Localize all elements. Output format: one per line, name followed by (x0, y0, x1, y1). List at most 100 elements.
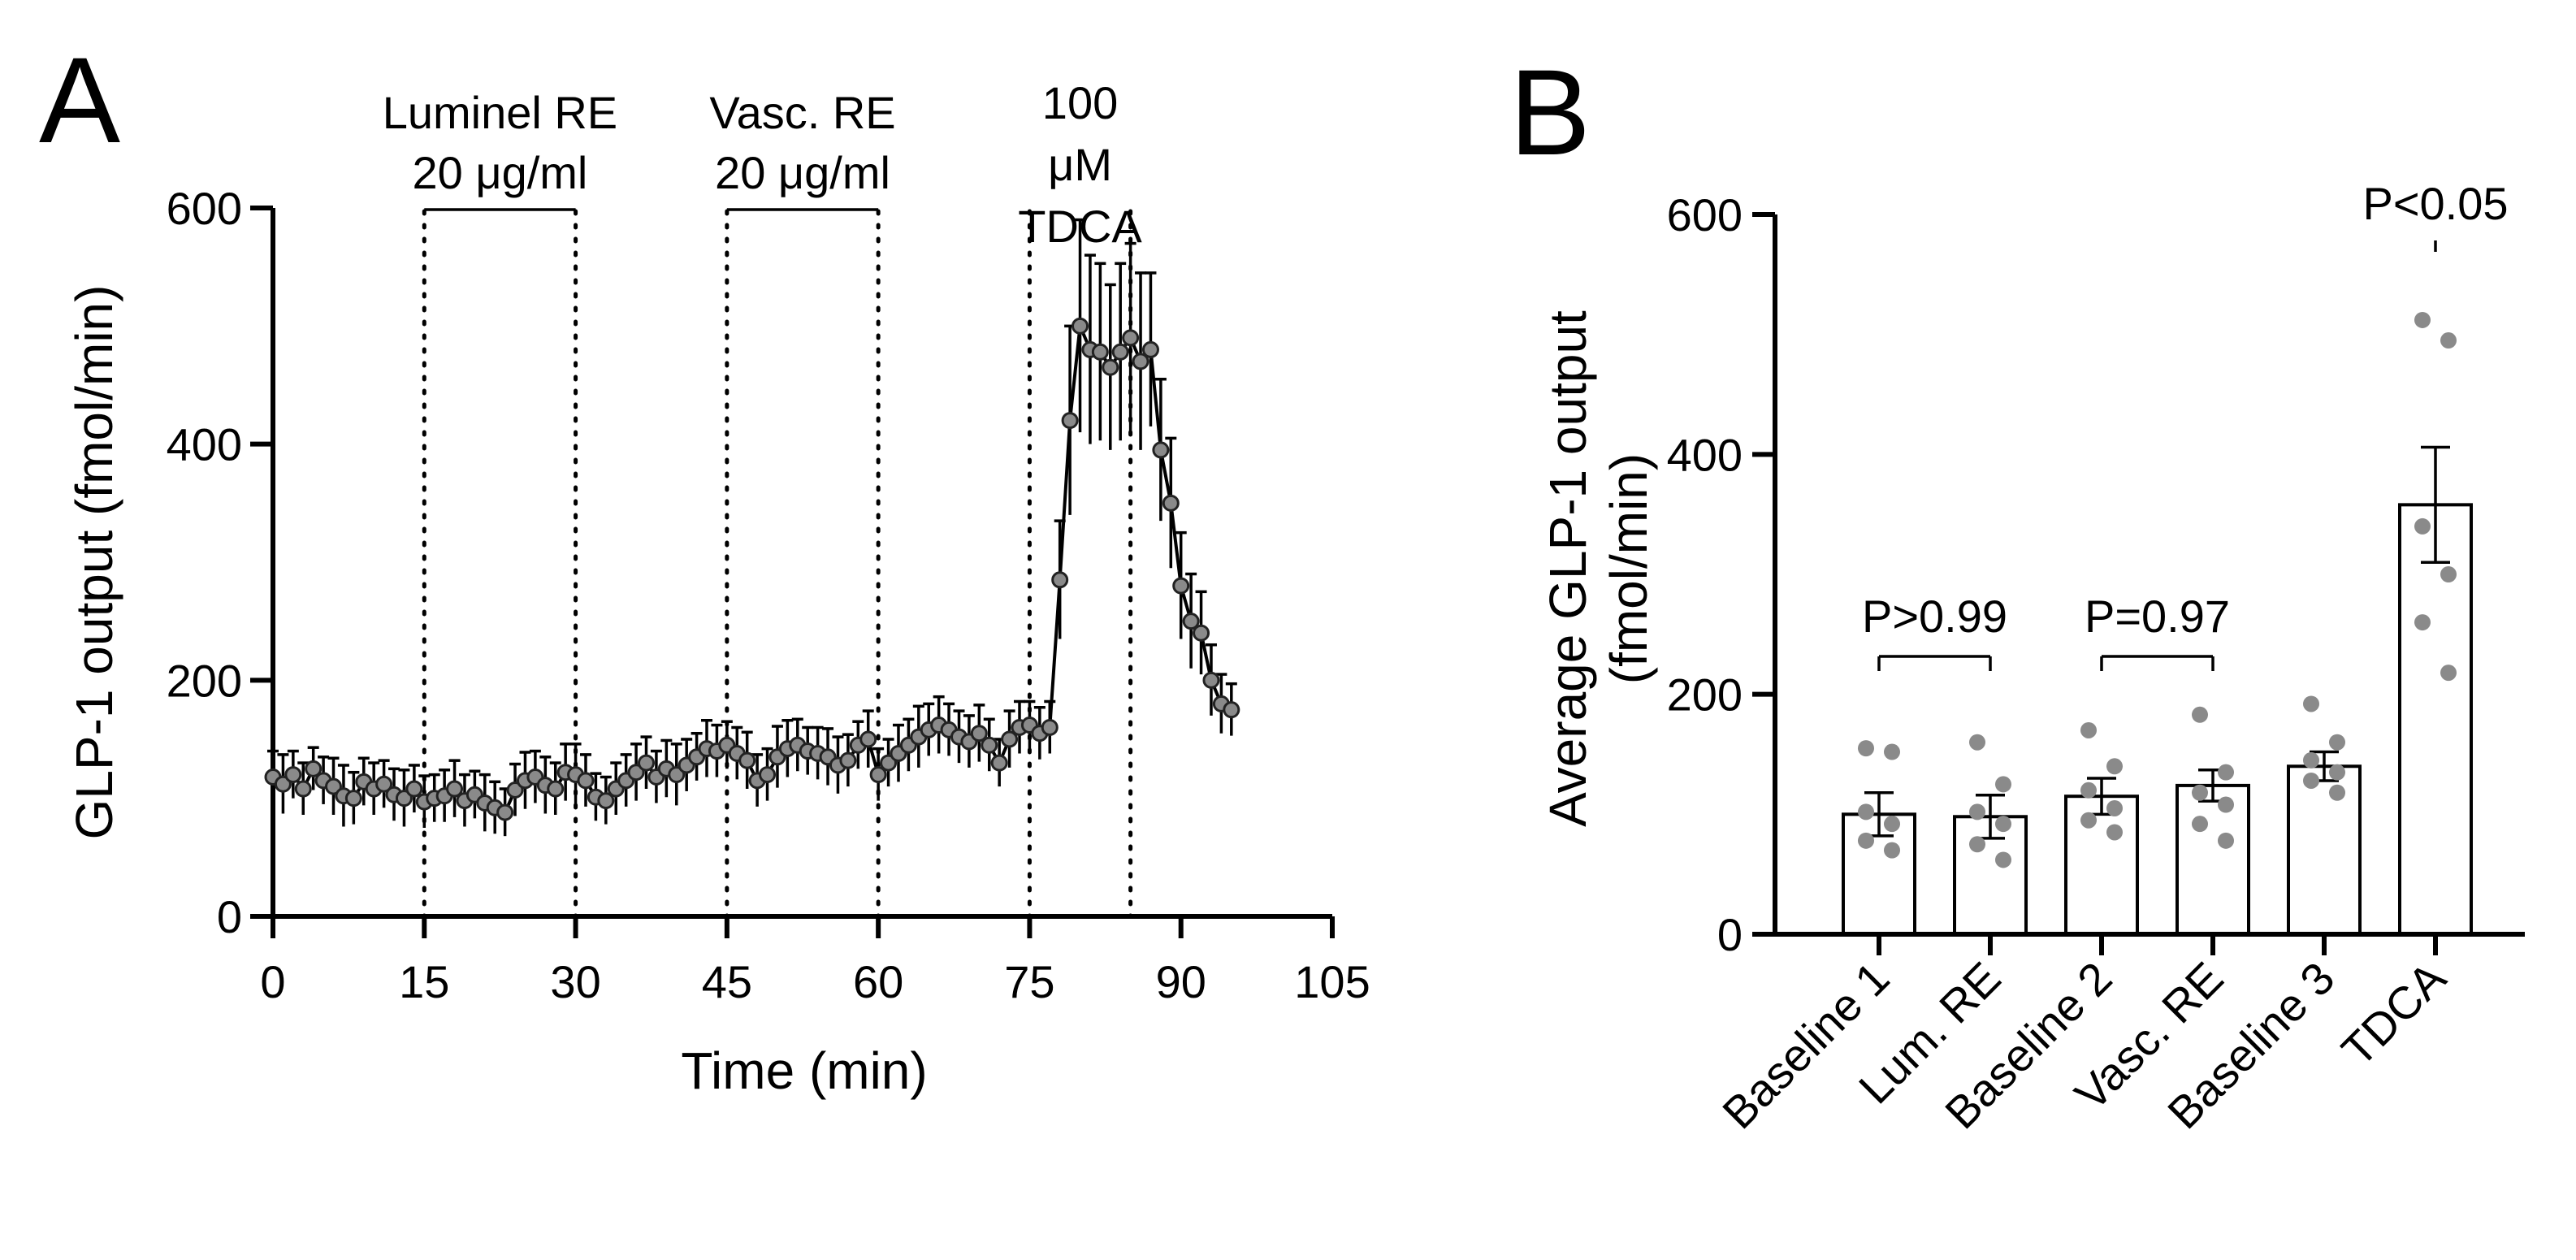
replicate-point (2329, 734, 2345, 751)
data-point (839, 751, 857, 769)
data-point (375, 775, 393, 793)
data-point (506, 781, 524, 799)
replicate-point (1884, 743, 1900, 760)
replicate-point (2414, 311, 2431, 328)
y-axis-label-b-line2: (fmol/min) (1600, 453, 1658, 684)
data-point (446, 780, 464, 798)
replicate-point (2080, 782, 2097, 799)
comparison-label: P=0.97 (2085, 591, 2230, 642)
data-point (869, 766, 887, 784)
data-point (294, 780, 312, 798)
bar (2287, 764, 2362, 936)
replicate-point (2414, 517, 2431, 535)
x-tick-label: 105 (1294, 956, 1370, 1007)
data-point (1102, 358, 1119, 376)
y-axis-label: GLP-1 output (fmol/min) (65, 285, 123, 840)
data-point (1111, 343, 1129, 361)
data-point (496, 803, 514, 821)
replicate-point (2106, 799, 2123, 816)
data-point (1051, 571, 1069, 589)
data-point (284, 766, 302, 784)
x-axis-label: Time (min) (681, 1041, 927, 1100)
bar (2176, 783, 2250, 936)
region-label-line2: 20 μg/ml (412, 147, 587, 198)
data-point (1202, 671, 1220, 689)
data-point (970, 725, 988, 743)
data-point (305, 760, 323, 777)
y-tick-label: 600 (167, 183, 242, 234)
replicate-point (1858, 740, 1874, 757)
panel-a-chart: Luminel RE 20 μg/ml Vasc. RE 20 μg/ml 100 μM T… (65, 77, 1370, 1100)
data-point (1132, 353, 1149, 370)
data-point (1091, 343, 1109, 361)
data-point (627, 764, 645, 782)
data-point (1122, 329, 1140, 347)
panel-b-label: B (1509, 44, 1591, 180)
data-point (759, 766, 777, 784)
region-label-line1: 100 (1042, 77, 1118, 128)
y-tick-label: 400 (167, 419, 242, 470)
y-tick-label-b: 200 (1667, 669, 1743, 721)
replicate-point (1969, 803, 1985, 821)
data-point (1072, 317, 1089, 335)
x-tick-label: 90 (1156, 956, 1206, 1007)
replicate-point (1858, 803, 1874, 821)
replicate-point (2303, 772, 2319, 789)
data-point (274, 775, 292, 793)
replicate-point (1995, 816, 2011, 833)
data-point (1182, 613, 1200, 630)
data-point (1172, 577, 1190, 595)
y-tick-label-b: 400 (1667, 429, 1743, 480)
y-ticks: 0 200 400 600 (167, 183, 273, 942)
data-point (577, 772, 595, 790)
data-point (638, 754, 656, 772)
x-tick-label: 15 (399, 956, 449, 1007)
x-tick-label: 60 (853, 956, 903, 1007)
y-tick-label: 0 (217, 891, 242, 942)
replicate-point (1995, 851, 2011, 868)
data-point (395, 790, 413, 808)
data-point (1141, 340, 1159, 358)
data-point (405, 780, 423, 798)
data-point (738, 751, 756, 769)
panel-b-axes (1773, 214, 2525, 937)
series-line (271, 319, 1232, 815)
replicate-point (2440, 665, 2457, 682)
comparison-label: P<0.05 (2362, 178, 2508, 229)
replicate-point (2303, 695, 2319, 712)
y-tick-label: 200 (167, 655, 242, 706)
y-tick-label-b: 600 (1667, 189, 1743, 240)
replicate-point (2218, 832, 2234, 849)
replicate-point (2218, 796, 2234, 813)
data-point (1223, 701, 1240, 719)
data-point (344, 790, 362, 808)
data-point (859, 730, 877, 748)
bars (1842, 311, 2473, 937)
region-label-line2: μM (1048, 139, 1112, 190)
replicate-point (2106, 824, 2123, 841)
x-tick-label: 30 (550, 956, 600, 1007)
x-tick-label: 75 (1004, 956, 1054, 1007)
data-point (597, 792, 615, 810)
replicate-point (1969, 734, 1985, 751)
category-label: Baseline 1 (1712, 952, 1898, 1138)
data-point (1152, 441, 1170, 459)
category-label: TDCA (2331, 951, 2456, 1076)
y-tick-label-b: 0 (1717, 909, 1743, 960)
data-point (1041, 718, 1059, 736)
replicate-point (2440, 566, 2457, 582)
data-point (981, 736, 998, 754)
replicate-point (1884, 816, 1900, 833)
data-point (1061, 412, 1079, 430)
x-tick-label: 45 (702, 956, 752, 1007)
data-point (1001, 730, 1019, 748)
replicate-point (1884, 842, 1900, 859)
replicate-point (1995, 776, 2011, 793)
replicate-point (2080, 721, 2097, 738)
x-ticks: 0 15 30 45 60 75 90 105 (260, 916, 1370, 1007)
replicate-point (2414, 614, 2431, 631)
replicate-point (2440, 332, 2457, 349)
region-label-line1: Vasc. RE (709, 87, 895, 138)
data-point (1193, 624, 1210, 642)
